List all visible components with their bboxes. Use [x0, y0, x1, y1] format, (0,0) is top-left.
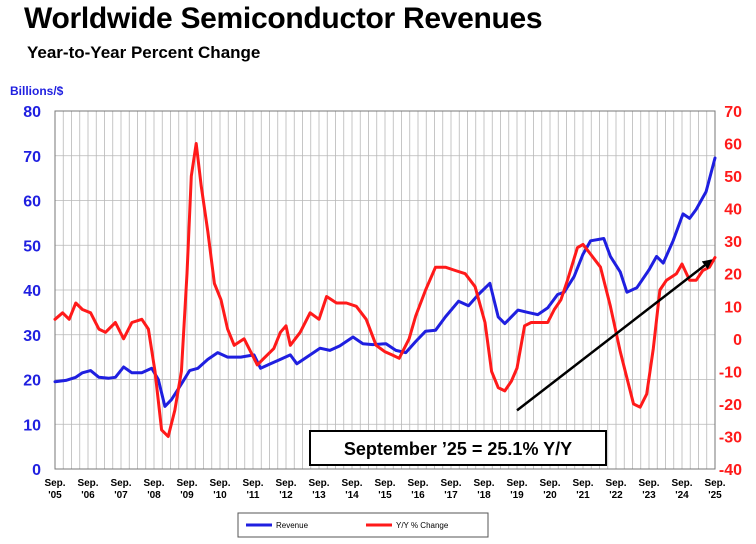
- x-tick-label: Sep.: [506, 478, 527, 489]
- x-tick-label: Sep.: [572, 478, 593, 489]
- x-tick-label: '07: [114, 490, 128, 501]
- x-tick-label: Sep.: [605, 478, 626, 489]
- x-tick-label: '22: [609, 490, 623, 501]
- x-tick-label: '21: [576, 490, 590, 501]
- x-tick-label: '06: [81, 490, 95, 501]
- y-right-tick-label: -30: [719, 429, 742, 446]
- x-tick-label: '18: [477, 490, 491, 501]
- x-tick-label: '15: [378, 490, 392, 501]
- x-tick-label: Sep.: [473, 478, 494, 489]
- annotation-box: [309, 430, 607, 466]
- y-right-tick-label: 10: [724, 299, 742, 316]
- y-right-tick-label: 60: [724, 137, 742, 154]
- x-tick-label: Sep.: [44, 478, 65, 489]
- annotation-arrow: [516, 259, 713, 412]
- x-tick-label: '14: [345, 490, 359, 501]
- x-tick-label: Sep.: [176, 478, 197, 489]
- x-tick-label: '16: [411, 490, 425, 501]
- legend: Revenue Y/Y % Change: [237, 512, 489, 538]
- x-tick-label: Sep.: [704, 478, 725, 489]
- x-tick-label: '09: [180, 490, 194, 501]
- x-tick-label: '20: [543, 490, 557, 501]
- y-right-tick-label: 0: [733, 332, 742, 349]
- chart-subtitle: Year-to-Year Percent Change: [27, 43, 261, 62]
- y-right-tick-label: 70: [724, 104, 742, 121]
- x-tick-label: '25: [708, 490, 722, 501]
- x-tick-label: Sep.: [341, 478, 362, 489]
- y-left-tick-label: 0: [32, 462, 41, 479]
- y-left-tick-label: 70: [23, 149, 41, 166]
- x-tick-label: '23: [642, 490, 656, 501]
- y-left-tick-label: 60: [23, 194, 41, 211]
- x-tick-label: '08: [147, 490, 161, 501]
- x-tick-label: Sep.: [440, 478, 461, 489]
- y-left-tick-label: 20: [23, 373, 41, 390]
- x-tick-label: Sep.: [77, 478, 98, 489]
- x-tick-label: '11: [247, 490, 260, 501]
- x-tick-label: Sep.: [110, 478, 131, 489]
- x-tick-label: '24: [675, 490, 689, 501]
- y-right-tick-label: -20: [719, 397, 742, 414]
- axes: Billions/$ 0 10 20 30 40 50 60 70 80 -40 -30 -20 -10 0…: [10, 84, 742, 501]
- series-line-yoy-change: [53, 142, 717, 438]
- grid: [54, 110, 716, 470]
- x-tick-label: Sep.: [143, 478, 164, 489]
- x-tick-label: Sep.: [407, 478, 428, 489]
- x-tick-label: Sep.: [539, 478, 560, 489]
- x-tick-label: Sep.: [275, 478, 296, 489]
- x-tick-label: Sep.: [638, 478, 659, 489]
- legend-label-yoy: Y/Y % Change: [396, 521, 449, 530]
- y-right-tick-label: -10: [719, 364, 742, 381]
- annotation-text: September ’25 = 25.1% Y/Y: [344, 439, 572, 459]
- left-axis-label: Billions/$: [10, 84, 64, 98]
- y-left-tick-label: 30: [23, 328, 41, 345]
- x-tick-label: '10: [213, 490, 227, 501]
- y-left-tick-label: 80: [23, 104, 41, 121]
- x-tick-label: Sep.: [374, 478, 395, 489]
- y-right-tick-label: 30: [724, 234, 742, 251]
- x-tick-label: '13: [312, 490, 326, 501]
- y-left-tick-label: 50: [23, 238, 41, 255]
- y-left-tick-label: 10: [23, 417, 41, 434]
- plot-frame: [54, 110, 716, 470]
- y-right-tick-label: 40: [724, 202, 742, 219]
- x-tick-label: '17: [444, 490, 458, 501]
- chart-title: Worldwide Semiconductor Revenues: [24, 2, 543, 35]
- legend-label-revenue: Revenue: [276, 521, 309, 530]
- y-right-tick-label: -40: [719, 462, 742, 479]
- x-tick-label: '19: [510, 490, 524, 501]
- y-left-tick-label: 40: [23, 283, 41, 300]
- annotation: September ’25 = 25.1% Y/Y: [309, 259, 713, 466]
- x-tick-label: Sep.: [671, 478, 692, 489]
- y-right-tick-label: 20: [724, 267, 742, 284]
- x-tick-label: Sep.: [209, 478, 230, 489]
- series: [53, 142, 717, 438]
- y-right-tick-label: 50: [724, 169, 742, 186]
- x-tick-label: '05: [48, 490, 62, 501]
- x-tick-label: Sep.: [242, 478, 263, 489]
- x-tick-label: Sep.: [308, 478, 329, 489]
- x-tick-label: '12: [279, 490, 293, 501]
- legend-box: [237, 512, 489, 538]
